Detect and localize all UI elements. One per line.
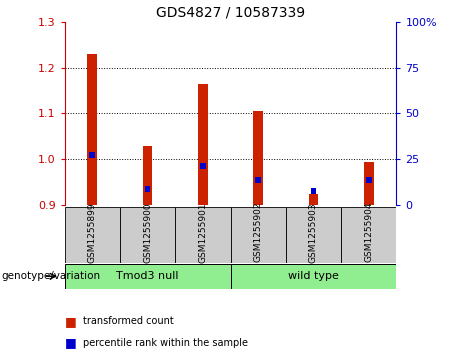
Bar	[200, 163, 206, 169]
Bar	[89, 152, 95, 158]
Bar	[308, 193, 319, 205]
Text: Tmod3 null: Tmod3 null	[116, 271, 179, 281]
Bar	[142, 146, 153, 205]
Bar	[366, 177, 372, 183]
Text: GSM1255900: GSM1255900	[143, 202, 152, 262]
Bar	[286, 207, 341, 263]
Bar	[175, 207, 230, 263]
Bar	[364, 162, 374, 205]
Text: transformed count: transformed count	[83, 316, 174, 326]
Bar	[65, 207, 120, 263]
Bar	[198, 83, 208, 205]
Bar	[230, 264, 396, 289]
Text: GSM1255903: GSM1255903	[309, 202, 318, 262]
Text: ■: ■	[65, 315, 76, 328]
Text: GSM1255899: GSM1255899	[88, 202, 97, 262]
Text: GSM1255904: GSM1255904	[364, 202, 373, 262]
Bar	[230, 207, 286, 263]
Bar	[311, 188, 316, 194]
Text: ■: ■	[65, 337, 76, 350]
Bar	[145, 186, 150, 192]
Bar	[253, 111, 263, 205]
Title: GDS4827 / 10587339: GDS4827 / 10587339	[156, 5, 305, 19]
Bar	[65, 264, 230, 289]
Text: GSM1255901: GSM1255901	[198, 202, 207, 262]
Bar	[87, 54, 97, 205]
Bar	[341, 207, 396, 263]
Bar	[255, 177, 261, 183]
Text: GSM1255902: GSM1255902	[254, 202, 263, 262]
Text: percentile rank within the sample: percentile rank within the sample	[83, 338, 248, 348]
Text: genotype/variation: genotype/variation	[1, 271, 100, 281]
Text: wild type: wild type	[288, 271, 339, 281]
Bar	[120, 207, 175, 263]
